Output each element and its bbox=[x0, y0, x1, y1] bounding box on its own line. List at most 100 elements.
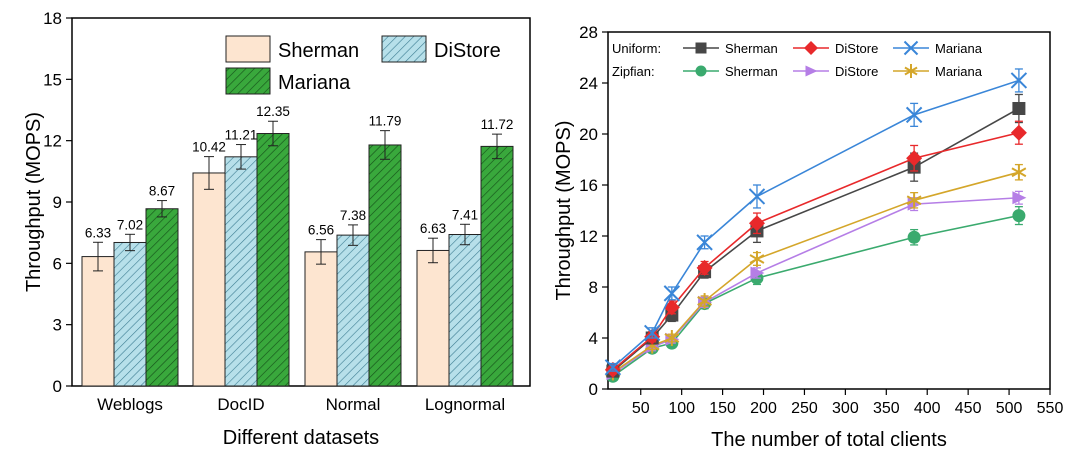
marker-star-stroke bbox=[749, 254, 765, 264]
legend-label: DiStore bbox=[835, 64, 878, 79]
x-axis-label: Different datasets bbox=[223, 427, 379, 449]
legend: Uniform: Zipfian: Sherman DiStore Mariana She… bbox=[612, 40, 983, 79]
marker-x bbox=[903, 40, 919, 56]
bar-mariana bbox=[256, 133, 290, 387]
y-tick-label: 3 bbox=[53, 316, 62, 335]
x-tick-label: 350 bbox=[873, 400, 900, 417]
marker-x-stroke bbox=[643, 324, 661, 342]
marker-diamond bbox=[1010, 124, 1027, 141]
data-label: 6.56 bbox=[308, 223, 334, 238]
marker-x-stroke bbox=[663, 285, 681, 302]
y-tick-label: 18 bbox=[43, 9, 62, 28]
marker-triangle bbox=[805, 65, 818, 77]
y-tick-label: 16 bbox=[579, 176, 598, 195]
data-label: 11.79 bbox=[369, 114, 402, 129]
x-tick-label: 250 bbox=[791, 400, 818, 417]
x-axis-label: The number of total clients bbox=[711, 429, 947, 451]
marker-star bbox=[664, 330, 680, 346]
marker-triangle bbox=[750, 266, 765, 280]
series-uniform-mariana bbox=[604, 68, 1028, 376]
legend-group-label: Uniform: bbox=[612, 41, 661, 56]
legend-label: Mariana bbox=[935, 64, 983, 79]
legend-group-label: Zipfian: bbox=[612, 64, 655, 79]
data-label: 12.35 bbox=[256, 104, 290, 119]
marker-star-stroke bbox=[664, 333, 680, 343]
data-label: 11.21 bbox=[225, 128, 258, 143]
bar-distore bbox=[113, 241, 147, 387]
bar-distore bbox=[224, 156, 258, 387]
y-tick-label: 0 bbox=[589, 380, 598, 399]
x-tick-label: 300 bbox=[832, 400, 859, 417]
legend-label: Sherman bbox=[725, 64, 778, 79]
marker-circle bbox=[907, 230, 921, 244]
y-tick-label: 8 bbox=[589, 278, 598, 297]
y-tick-label: 6 bbox=[53, 254, 62, 273]
legend-swatch-distore bbox=[381, 35, 427, 63]
bar-chart-panel: 0 3 6 9 12 15 18 Throughput (MOPS) 6.33 10.42 6.56… bbox=[23, 9, 531, 449]
marker-diamond bbox=[748, 215, 765, 232]
marker-diamond bbox=[696, 259, 713, 276]
x-tick-label: 450 bbox=[955, 400, 982, 417]
marker-diamond bbox=[663, 299, 680, 316]
marker-x-stroke bbox=[905, 106, 923, 124]
legend-label: Sherman bbox=[278, 40, 359, 62]
marker-star-stroke bbox=[1011, 167, 1027, 178]
data-label: 7.02 bbox=[117, 217, 143, 232]
marker-x bbox=[696, 234, 713, 251]
marker-x-stroke bbox=[696, 234, 713, 251]
y-axis-label: Throughput (MOPS) bbox=[23, 112, 45, 292]
legend-label: Sherman bbox=[725, 41, 778, 56]
marker-x bbox=[663, 285, 681, 302]
series-line bbox=[612, 79, 1020, 368]
marker-diamond bbox=[906, 150, 923, 167]
marker-x-stroke bbox=[1010, 72, 1028, 89]
line-chart-panel: 0 4 8 12 16 20 24 28 Throughput (MOPS) 50 100 150 20… bbox=[553, 23, 1063, 451]
marker-star bbox=[906, 192, 922, 209]
marker-x bbox=[604, 359, 622, 376]
x-tick-label: Weblogs bbox=[97, 395, 163, 414]
y-tick-label: 12 bbox=[43, 132, 62, 151]
marker-x bbox=[748, 188, 766, 205]
legend-label: Mariana bbox=[278, 72, 351, 94]
legend-label: DiStore bbox=[835, 41, 878, 56]
data-label: 8.67 bbox=[149, 184, 175, 199]
marker-star bbox=[697, 293, 713, 310]
bar-sherman bbox=[192, 172, 226, 387]
marker-star bbox=[749, 250, 765, 267]
bar-sherman bbox=[81, 256, 115, 387]
y-axis-label: Throughput (MOPS) bbox=[553, 120, 575, 300]
marker-triangle bbox=[1012, 191, 1027, 205]
x-tick-label: 50 bbox=[632, 400, 650, 417]
marker-square bbox=[1012, 102, 1026, 115]
bar-distore bbox=[448, 234, 482, 387]
marker-circle bbox=[695, 65, 707, 77]
y-tick-label: 9 bbox=[53, 193, 62, 212]
data-label: 6.63 bbox=[420, 221, 446, 236]
data-label: 7.41 bbox=[452, 207, 478, 222]
x-tick-label: 400 bbox=[914, 400, 941, 417]
y-tick-label: 20 bbox=[579, 125, 598, 144]
legend-swatch-mariana bbox=[225, 67, 271, 95]
marker-x bbox=[905, 106, 923, 124]
y-tick-label: 4 bbox=[589, 329, 598, 348]
x-tick-label: 550 bbox=[1037, 400, 1064, 417]
bar-sherman bbox=[304, 251, 338, 387]
legend: Sherman DiStore Mariana bbox=[225, 35, 501, 95]
y-tick-label: 15 bbox=[43, 70, 62, 89]
marker-square bbox=[695, 42, 707, 54]
marker-x bbox=[643, 324, 661, 342]
marker-x-stroke bbox=[903, 40, 919, 56]
marker-x-stroke bbox=[748, 188, 766, 205]
marker-x-stroke bbox=[604, 359, 622, 376]
bar-distore bbox=[336, 234, 370, 387]
bar-mariana bbox=[368, 144, 402, 387]
series-zipfian-distore bbox=[606, 190, 1027, 381]
legend-label: Mariana bbox=[935, 41, 983, 56]
marker-star bbox=[1011, 164, 1027, 181]
legend-swatch-sherman bbox=[225, 35, 271, 63]
plot-frame bbox=[607, 31, 1051, 390]
data-label: 10.42 bbox=[192, 140, 226, 155]
marker-circle bbox=[1012, 209, 1026, 223]
y-tick-label: 28 bbox=[579, 23, 598, 42]
